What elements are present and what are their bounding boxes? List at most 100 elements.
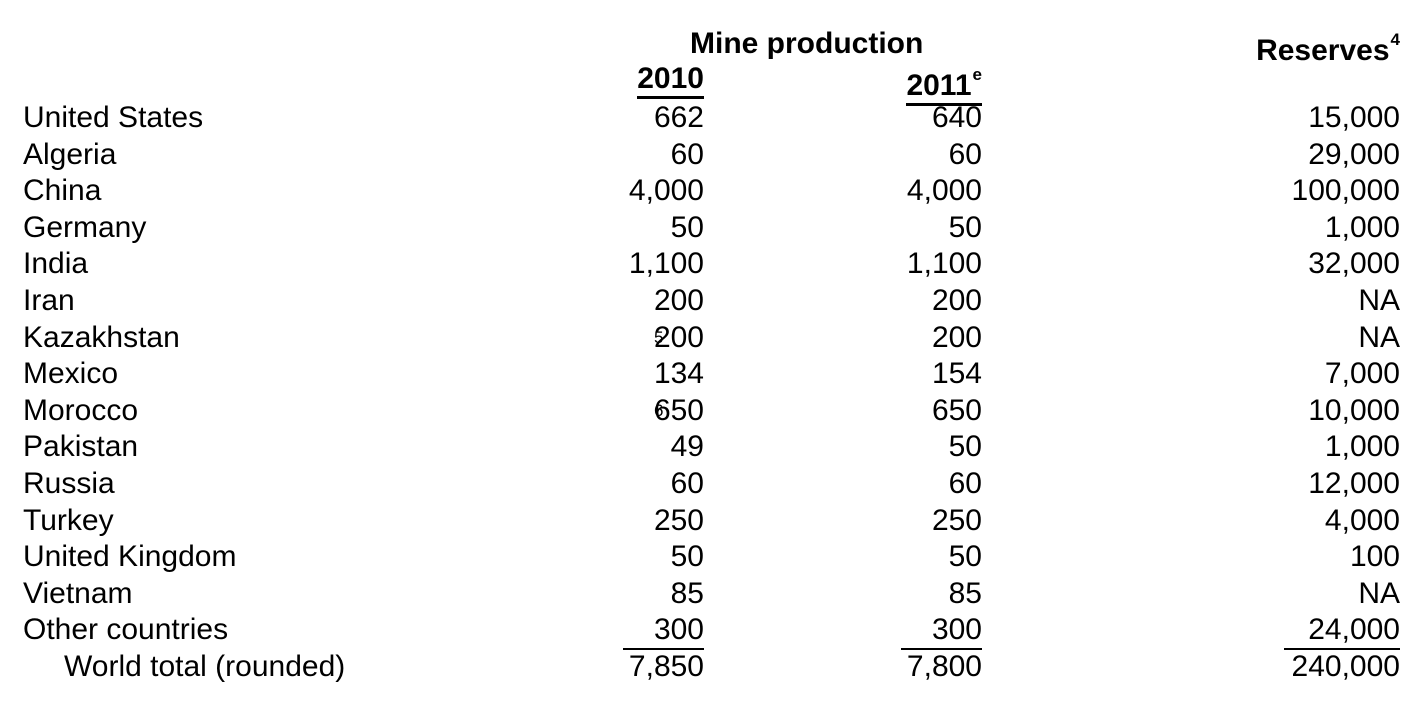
production-2011-value: 4,000 (906, 174, 982, 207)
total-2010-value: 7,850 (628, 650, 704, 683)
production-2010-cell: 4,000 (629, 173, 704, 209)
production-2011-value: 650 (931, 394, 982, 427)
table-row: Germany 50 50 1,000 (0, 210, 1424, 246)
production-2011-cell: 1,100 (907, 246, 982, 282)
production-2011-cell: 60 (949, 137, 982, 173)
table-row: Russia 60 60 12,000 (0, 466, 1424, 502)
production-2010-cell: 49 (671, 429, 704, 465)
production-2010-cell: 1,100 (629, 246, 704, 282)
production-2010-cell: 300 (623, 612, 704, 650)
production-2011-value: 300 (901, 612, 982, 650)
production-2011-cell: 200 (932, 320, 982, 356)
reserves-cell: 15,000 (1308, 100, 1400, 136)
production-2011-cell: 85 (949, 576, 982, 612)
country-cell: Russia (23, 467, 115, 500)
production-2011-value: 60 (948, 467, 982, 500)
header-reserves: Reserves4 (1256, 26, 1400, 69)
production-2011-cell: 4,000 (907, 173, 982, 209)
production-2010-value: 662 (653, 101, 704, 134)
total-2011-value: 7,800 (906, 650, 982, 683)
production-2010-cell: 200 (654, 283, 704, 319)
production-2011-value: 50 (948, 540, 982, 573)
production-2011-value: 200 (931, 321, 982, 354)
production-2010-value: 60 (670, 138, 704, 171)
table-row: Iran 200 200 NA (0, 283, 1424, 319)
reserves-value: 1,000 (1324, 430, 1400, 463)
production-2010-cell: 134 (654, 356, 704, 392)
production-2010-cell: 662 (654, 100, 704, 136)
reserves-cell: 10,000 (1308, 393, 1400, 429)
production-2010-cell: 60 (671, 137, 704, 173)
reserves-value: 32,000 (1308, 247, 1400, 280)
reserves-value: NA (1358, 284, 1400, 317)
table-row-total: World total (rounded) 7,850 7,800 240,000 (0, 649, 1424, 685)
production-2010-cell: 50 (671, 539, 704, 575)
country-cell: Pakistan (23, 430, 139, 463)
production-2011-value: 85 (948, 577, 982, 610)
production-2010-value: 4,000 (628, 174, 704, 207)
reserves-value: 29,000 (1308, 138, 1400, 171)
production-2010-value: 300 (623, 612, 704, 650)
production-2011-value: 50 (948, 211, 982, 244)
table-row: Other countries 300 300 24,000 (0, 612, 1424, 650)
reserves-cell: 100 (1350, 539, 1400, 575)
table-row: Turkey 250 250 4,000 (0, 503, 1424, 539)
table-row: Pakistan 49 50 1,000 (0, 429, 1424, 465)
production-2011-cell: 154 (932, 356, 982, 392)
production-2011-value: 200 (931, 284, 982, 317)
production-2011-value: 154 (931, 357, 982, 390)
production-2010-value: 250 (653, 504, 704, 537)
country-cell: Other countries (23, 613, 229, 646)
country-cell: Kazakhstan (23, 321, 180, 354)
production-2010-value: 49 (670, 430, 704, 463)
production-2011-value: 60 (948, 138, 982, 171)
production-2011-cell: 640 (932, 100, 982, 136)
reserves-cell: 32,000 (1308, 246, 1400, 282)
table-row: Vietnam 85 85 NA (0, 576, 1424, 612)
country-cell: Algeria (23, 138, 117, 171)
production-2010-cell: 250 (654, 503, 704, 539)
reserves-value: 12,000 (1308, 467, 1400, 500)
reserves-value: 4,000 (1324, 504, 1400, 537)
reserves-value: 1,000 (1324, 211, 1400, 244)
reserves-cell: 29,000 (1308, 137, 1400, 173)
reserves-cell: 1,000 (1325, 429, 1400, 465)
reserves-value: 100,000 (1291, 174, 1400, 207)
reserves-cell: NA (1358, 576, 1400, 612)
production-2011-cell: 50 (949, 429, 982, 465)
country-cell: Morocco (23, 394, 139, 427)
country-cell: China (23, 174, 102, 207)
country-cell: Iran (23, 284, 75, 317)
reserves-cell: 12,000 (1308, 466, 1400, 502)
reserves-value: NA (1358, 321, 1400, 354)
header-reserves-note: 4 (1390, 30, 1400, 49)
country-cell: Turkey (23, 504, 114, 537)
reserves-value: 15,000 (1308, 101, 1400, 134)
reserves-value: 24,000 (1284, 612, 1400, 650)
production-2010-cell: 6 650 (654, 393, 704, 429)
header-year-2010-label: 2010 (637, 62, 704, 95)
table-row: India 1,100 1,100 32,000 (0, 246, 1424, 282)
table-row: Mexico 134 154 7,000 (0, 356, 1424, 392)
reserves-cell: 1,000 (1325, 210, 1400, 246)
production-2010-value: 200 (653, 284, 704, 317)
country-cell: United States (23, 101, 204, 134)
table-row: Algeria 60 60 29,000 (0, 137, 1424, 173)
production-2010-value: 134 (653, 357, 704, 390)
reserves-value: 10,000 (1308, 394, 1400, 427)
production-2011-cell: 650 (932, 393, 982, 429)
total-reserves-value: 240,000 (1291, 650, 1400, 683)
total-label: World total (rounded) (64, 650, 346, 683)
production-2011-cell: 200 (932, 283, 982, 319)
footnote-marker: 6 (653, 401, 664, 420)
production-2010-value: 60 (670, 467, 704, 500)
production-2010-cell: 85 (671, 576, 704, 612)
reserves-value: 7,000 (1324, 357, 1400, 390)
production-2011-value: 640 (931, 101, 982, 134)
country-cell: Vietnam (23, 577, 133, 610)
production-2010-value: 50 (670, 211, 704, 244)
production-2011-cell: 250 (932, 503, 982, 539)
table-row: United Kingdom 50 50 100 (0, 539, 1424, 575)
reserves-cell: 100,000 (1292, 173, 1400, 209)
country-cell: India (23, 247, 89, 280)
